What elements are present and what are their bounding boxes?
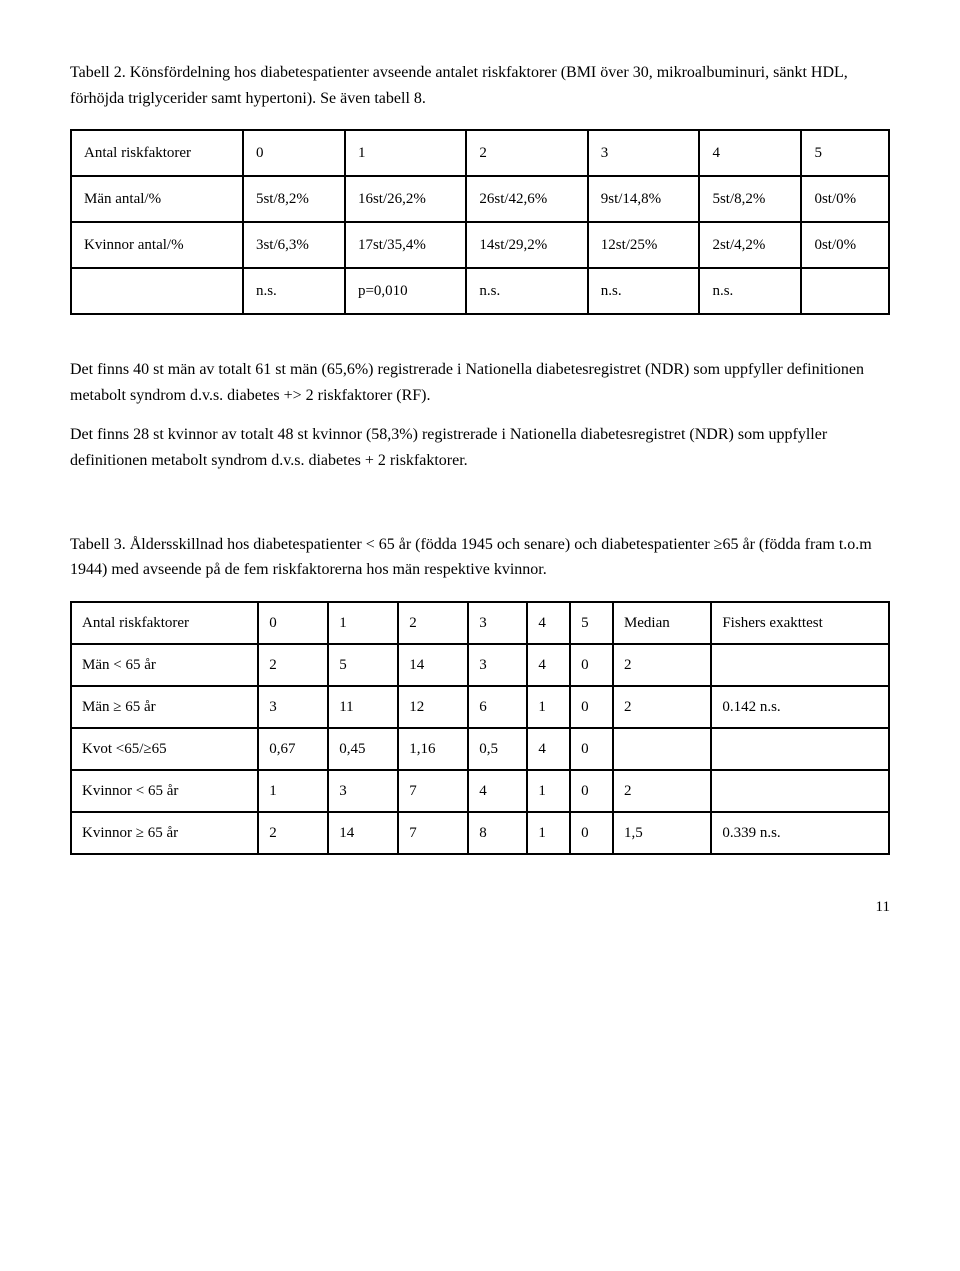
table-cell: 0 bbox=[570, 728, 613, 770]
table-cell: n.s. bbox=[588, 268, 700, 314]
table-cell: 14 bbox=[398, 644, 468, 686]
table-row: Kvinnor antal/% 3st/6,3% 17st/35,4% 14st… bbox=[71, 222, 889, 268]
table-header-cell: Antal riskfaktorer bbox=[71, 602, 258, 644]
table-cell: 0,45 bbox=[328, 728, 398, 770]
table-header-cell: 4 bbox=[527, 602, 570, 644]
table-cell: 8 bbox=[468, 812, 527, 854]
table-cell: 0,5 bbox=[468, 728, 527, 770]
table-cell: 0st/0% bbox=[801, 222, 889, 268]
table-cell: 7 bbox=[398, 770, 468, 812]
table-cell: 2 bbox=[258, 812, 328, 854]
tabell2-caption: Tabell 2. Könsfördelning hos diabetespat… bbox=[70, 60, 890, 111]
paragraph-2: Det finns 28 st kvinnor av totalt 48 st … bbox=[70, 422, 890, 473]
table-cell: 4 bbox=[527, 644, 570, 686]
table-header-cell: 2 bbox=[466, 130, 587, 176]
table-cell bbox=[711, 770, 889, 812]
table-cell: 3 bbox=[328, 770, 398, 812]
table-cell: 9st/14,8% bbox=[588, 176, 700, 222]
table-cell: 3 bbox=[468, 644, 527, 686]
table-cell bbox=[71, 268, 243, 314]
table-cell: 4 bbox=[468, 770, 527, 812]
table-header-cell: Fishers exakttest bbox=[711, 602, 889, 644]
table-cell: 3st/6,3% bbox=[243, 222, 345, 268]
table-header-cell: 1 bbox=[345, 130, 466, 176]
table-header-cell: 0 bbox=[258, 602, 328, 644]
table-cell: Kvinnor < 65 år bbox=[71, 770, 258, 812]
table-cell: 0st/0% bbox=[801, 176, 889, 222]
table-header-cell: 1 bbox=[328, 602, 398, 644]
table-header-cell: 3 bbox=[588, 130, 700, 176]
table-cell: 5st/8,2% bbox=[243, 176, 345, 222]
table-cell: 1,5 bbox=[613, 812, 711, 854]
table-cell: 0 bbox=[570, 644, 613, 686]
table-cell: 11 bbox=[328, 686, 398, 728]
table-cell: 14st/29,2% bbox=[466, 222, 587, 268]
table-row: Kvinnor < 65 år 1 3 7 4 1 0 2 bbox=[71, 770, 889, 812]
table-cell: 1 bbox=[527, 812, 570, 854]
table-cell: n.s. bbox=[699, 268, 801, 314]
table-cell: 2 bbox=[613, 644, 711, 686]
table-cell: 0.142 n.s. bbox=[711, 686, 889, 728]
table-header-cell: 0 bbox=[243, 130, 345, 176]
table-cell: 5st/8,2% bbox=[699, 176, 801, 222]
table-cell: Män < 65 år bbox=[71, 644, 258, 686]
table-header-cell: 2 bbox=[398, 602, 468, 644]
table-cell: 14 bbox=[328, 812, 398, 854]
table-cell: 2 bbox=[258, 644, 328, 686]
table-cell: 26st/42,6% bbox=[466, 176, 587, 222]
table-cell: n.s. bbox=[466, 268, 587, 314]
table-cell: 0 bbox=[570, 770, 613, 812]
table-cell bbox=[801, 268, 889, 314]
tabell3-caption: Tabell 3. Åldersskillnad hos diabetespat… bbox=[70, 532, 890, 583]
table-cell: 0 bbox=[570, 686, 613, 728]
table-header-row: Antal riskfaktorer 0 1 2 3 4 5 bbox=[71, 130, 889, 176]
page-number: 11 bbox=[70, 895, 890, 919]
table-cell: 1,16 bbox=[398, 728, 468, 770]
table-cell: Kvot <65/≥65 bbox=[71, 728, 258, 770]
paragraph-1: Det finns 40 st män av totalt 61 st män … bbox=[70, 357, 890, 408]
table-cell: 7 bbox=[398, 812, 468, 854]
table-header-cell: Antal riskfaktorer bbox=[71, 130, 243, 176]
table-cell: 1 bbox=[527, 686, 570, 728]
table-header-cell: 3 bbox=[468, 602, 527, 644]
table-cell: 2 bbox=[613, 686, 711, 728]
table-row: Män < 65 år 2 5 14 3 4 0 2 bbox=[71, 644, 889, 686]
table-cell: Män ≥ 65 år bbox=[71, 686, 258, 728]
table-cell bbox=[711, 644, 889, 686]
table-header-cell: 4 bbox=[699, 130, 801, 176]
table-cell: 3 bbox=[258, 686, 328, 728]
table-cell: 5 bbox=[328, 644, 398, 686]
table-header-row: Antal riskfaktorer 0 1 2 3 4 5 Median Fi… bbox=[71, 602, 889, 644]
table-cell: 4 bbox=[527, 728, 570, 770]
table-cell: 2st/4,2% bbox=[699, 222, 801, 268]
table-cell: Kvinnor antal/% bbox=[71, 222, 243, 268]
table-cell: 0.339 n.s. bbox=[711, 812, 889, 854]
table-cell: 17st/35,4% bbox=[345, 222, 466, 268]
table-row: Kvinnor ≥ 65 år 2 14 7 8 1 0 1,5 0.339 n… bbox=[71, 812, 889, 854]
table-header-cell: 5 bbox=[570, 602, 613, 644]
table-cell bbox=[613, 728, 711, 770]
table-cell: p=0,010 bbox=[345, 268, 466, 314]
table-cell: 6 bbox=[468, 686, 527, 728]
table-cell: 0 bbox=[570, 812, 613, 854]
table-cell: Kvinnor ≥ 65 år bbox=[71, 812, 258, 854]
table-row: n.s. p=0,010 n.s. n.s. n.s. bbox=[71, 268, 889, 314]
table-cell: 12st/25% bbox=[588, 222, 700, 268]
tabell3: Antal riskfaktorer 0 1 2 3 4 5 Median Fi… bbox=[70, 601, 890, 855]
table-cell: 16st/26,2% bbox=[345, 176, 466, 222]
table-row: Män ≥ 65 år 3 11 12 6 1 0 2 0.142 n.s. bbox=[71, 686, 889, 728]
table-cell: 1 bbox=[527, 770, 570, 812]
table-cell: 2 bbox=[613, 770, 711, 812]
table-cell bbox=[711, 728, 889, 770]
table-cell: n.s. bbox=[243, 268, 345, 314]
table-cell: 1 bbox=[258, 770, 328, 812]
table-header-cell: Median bbox=[613, 602, 711, 644]
table-row: Män antal/% 5st/8,2% 16st/26,2% 26st/42,… bbox=[71, 176, 889, 222]
table-header-cell: 5 bbox=[801, 130, 889, 176]
table-cell: 0,67 bbox=[258, 728, 328, 770]
table-cell: Män antal/% bbox=[71, 176, 243, 222]
tabell2: Antal riskfaktorer 0 1 2 3 4 5 Män antal… bbox=[70, 129, 890, 315]
table-cell: 12 bbox=[398, 686, 468, 728]
table-row: Kvot <65/≥65 0,67 0,45 1,16 0,5 4 0 bbox=[71, 728, 889, 770]
